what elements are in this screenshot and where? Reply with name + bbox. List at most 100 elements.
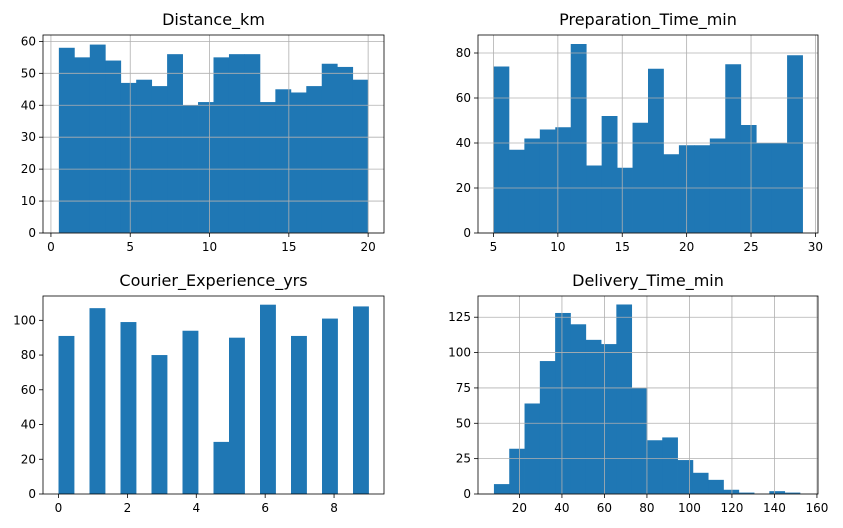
subplot-2: Preparation_Time_min 5 10 15 20 25 30 0 20 40 60 80 <box>456 10 823 254</box>
histogram-bar <box>632 122 649 233</box>
histogram-bar <box>120 322 137 494</box>
histogram-bar <box>723 489 740 494</box>
histogram-bar <box>306 86 323 233</box>
y-tick-label: 60 <box>456 91 471 105</box>
x-tick-label: 10 <box>550 240 565 254</box>
histogram-bar <box>617 167 633 233</box>
histogram-bar <box>493 484 510 494</box>
x-tick-label: 120 <box>720 501 743 515</box>
histogram-bar <box>570 44 587 233</box>
y-tick-label: 20 <box>21 162 36 176</box>
histogram-bar <box>509 448 525 494</box>
histogram-bar <box>213 441 230 494</box>
y-tick-label: 100 <box>448 346 471 360</box>
histogram-bar <box>89 44 106 234</box>
x-tick-label: 80 <box>639 501 654 515</box>
x-tick-label: 4 <box>192 501 200 515</box>
histogram-bar <box>787 55 803 233</box>
histogram-bar <box>259 102 276 233</box>
histogram-bar <box>631 387 648 494</box>
histogram-bar <box>260 304 276 494</box>
y-tick-label: 50 <box>456 416 471 430</box>
x-tick-label: 20 <box>360 240 375 254</box>
x-tick-label: 20 <box>512 501 527 515</box>
x-tick-label: 40 <box>554 501 569 515</box>
histogram-bar <box>337 66 354 233</box>
histogram-bar <box>725 64 742 233</box>
x-tick-label: 6 <box>261 501 269 515</box>
y-tick-label: 25 <box>456 452 471 466</box>
subplot-title: Courier_Experience_yrs <box>119 271 307 291</box>
histogram-bar <box>524 403 541 494</box>
x-tick-label: 100 <box>678 501 701 515</box>
histogram-bar <box>708 479 724 494</box>
x-tick-label: 15 <box>615 240 630 254</box>
histogram-bar <box>228 54 245 234</box>
histogram-bar <box>244 54 261 234</box>
x-tick-label: 60 <box>597 501 612 515</box>
y-tick-label: 20 <box>456 181 471 195</box>
histogram-bar <box>784 492 801 494</box>
histogram-bar <box>167 54 183 234</box>
histogram-bar <box>585 339 602 494</box>
x-tick-label: 140 <box>763 501 786 515</box>
histogram-bar <box>555 312 571 494</box>
histogram-bar <box>151 355 168 494</box>
axes-frame <box>42 34 385 234</box>
histogram-bar <box>524 138 541 233</box>
x-tick-label: 5 <box>490 240 498 254</box>
histogram-bar <box>694 145 711 233</box>
x-tick-label: 10 <box>202 240 217 254</box>
y-tick-label: 60 <box>21 383 36 397</box>
histogram-bar <box>105 60 122 233</box>
histogram-bar <box>290 92 307 233</box>
y-tick-label: 0 <box>463 226 471 240</box>
histogram-bar <box>74 57 91 233</box>
histogram-bar <box>677 460 694 494</box>
y-tick-label: 10 <box>21 194 36 208</box>
histogram-bar <box>663 154 680 233</box>
y-tick-label: 75 <box>456 381 471 395</box>
x-tick-label: 2 <box>124 501 132 515</box>
histogram-bar <box>182 330 199 494</box>
histogram-bar <box>555 127 572 233</box>
y-tick-label: 40 <box>21 418 36 432</box>
axes-frame <box>477 295 819 495</box>
histogram-bar <box>291 335 307 494</box>
x-tick-label: 20 <box>679 240 694 254</box>
histogram-bar <box>601 344 617 494</box>
subplot-4: Delivery_Time_min 20 40 60 80 100 120 140 160 0 25… <box>448 271 828 515</box>
histogram-bar <box>322 318 338 494</box>
axes-frame <box>477 34 819 234</box>
x-tick-label: 30 <box>808 240 823 254</box>
histogram-bar <box>586 165 603 233</box>
x-tick-label: 8 <box>330 501 338 515</box>
y-tick-label: 0 <box>463 487 471 501</box>
subplot-1: Distance_km 0 5 10 15 20 0 10 20 30 40 50 60 <box>21 10 385 254</box>
histogram-bar <box>213 57 230 233</box>
y-tick-label: 60 <box>21 34 36 48</box>
histogram-bar <box>508 149 525 233</box>
y-tick-label: 40 <box>456 136 471 150</box>
y-tick-label: 100 <box>13 313 36 327</box>
axes-frame <box>42 295 385 495</box>
x-tick-label: 15 <box>281 240 296 254</box>
subplot-title: Preparation_Time_min <box>559 10 737 30</box>
y-tick-label: 30 <box>21 130 36 144</box>
histogram-bar <box>229 337 245 494</box>
histogram-bar <box>616 304 633 494</box>
y-tick-label: 80 <box>21 348 36 362</box>
subplot-title: Distance_km <box>162 10 265 30</box>
histogram-bar <box>769 491 786 494</box>
histogram-bar <box>601 116 618 233</box>
y-tick-label: 125 <box>448 310 471 324</box>
y-tick-label: 50 <box>21 66 36 80</box>
histogram-bar <box>58 335 75 494</box>
y-tick-label: 40 <box>21 98 36 112</box>
histogram-bar <box>58 47 75 233</box>
histogram-bar <box>738 492 755 494</box>
histogram-bar <box>275 89 292 234</box>
x-tick-label: 25 <box>743 240 758 254</box>
x-tick-label: 0 <box>47 240 55 254</box>
